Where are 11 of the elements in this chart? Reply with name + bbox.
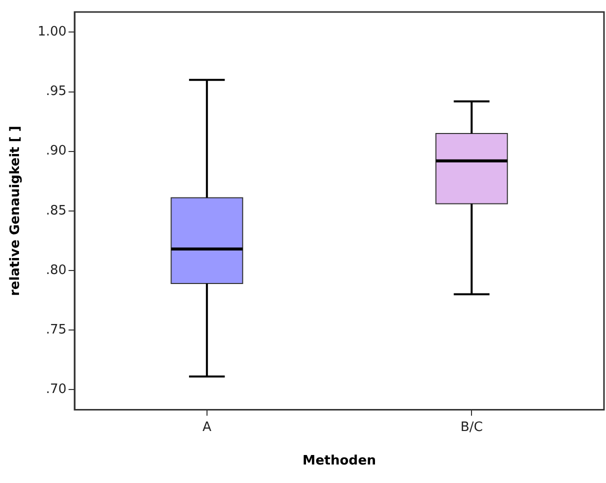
y-tick-label: .90 <box>46 144 67 159</box>
x-tick-label: B/C <box>460 420 483 435</box>
y-tick-label: .70 <box>46 382 67 397</box>
y-tick-label: .80 <box>46 262 67 278</box>
x-axis-title: Methoden <box>302 454 376 469</box>
y-axis-title: relative Genauigkeit [ ] <box>8 126 24 296</box>
y-tick-label: .95 <box>46 84 67 100</box>
y-tick-label: .75 <box>46 322 67 338</box>
y-tick-label: .85 <box>46 203 67 218</box>
y-tick-label: 1.00 <box>38 24 67 40</box>
x-tick-label: A <box>202 420 212 435</box>
